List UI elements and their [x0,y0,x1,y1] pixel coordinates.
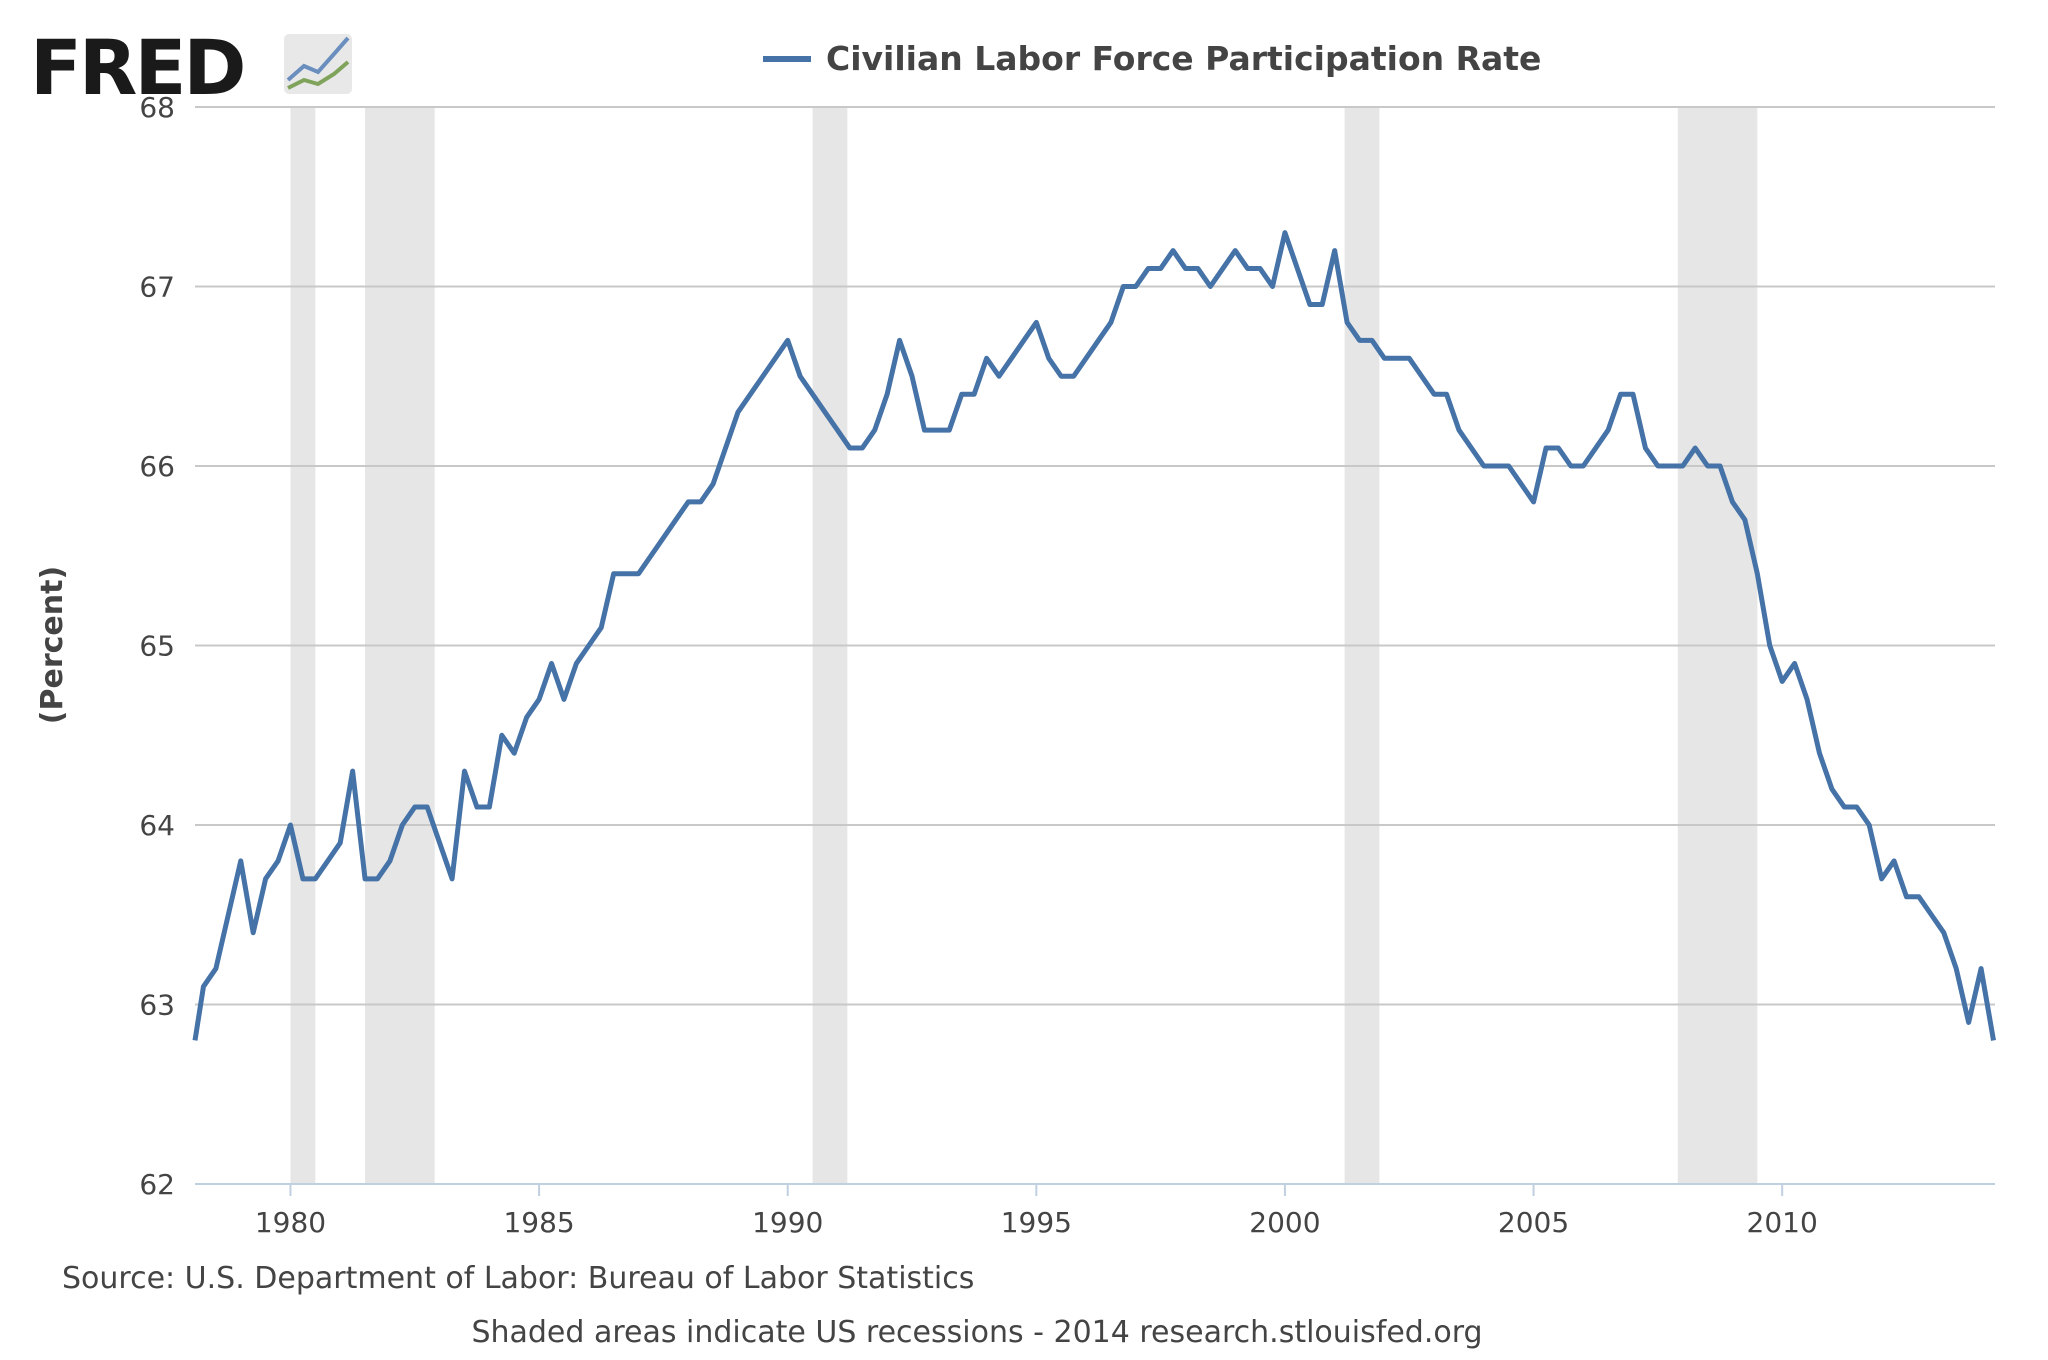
logo: FRED [30,23,243,112]
source: Source: U.S. Department of Labor: Bureau… [62,1261,974,1296]
logo-icon [284,34,352,94]
y-tick-label: 66 [139,450,175,483]
footer: Shaded areas indicate US recessions - 20… [471,1315,1482,1350]
y-tick-label: 68 [139,91,175,124]
y-tick-label: 63 [139,989,175,1022]
y-tick-label: 62 [139,1168,175,1201]
x-tick-label: 1985 [503,1206,574,1239]
x-tick-label: 1980 [255,1206,326,1239]
x-tick-label: 2005 [1498,1206,1569,1239]
x-tick-label: 2000 [1249,1206,1320,1239]
x-tick-label: 1995 [1001,1206,1072,1239]
y-tick-label: 67 [139,271,175,304]
series-line [192,230,1996,1041]
x-tick-label: 1990 [752,1206,823,1239]
y-axis-label: (Percent) [35,566,70,724]
y-tick-label: 64 [139,809,175,842]
y-tick-label: 65 [139,630,175,663]
legend-label: Civilian Labor Force Participation Rate [826,39,1541,78]
x-tick-label: 2010 [1747,1206,1818,1239]
